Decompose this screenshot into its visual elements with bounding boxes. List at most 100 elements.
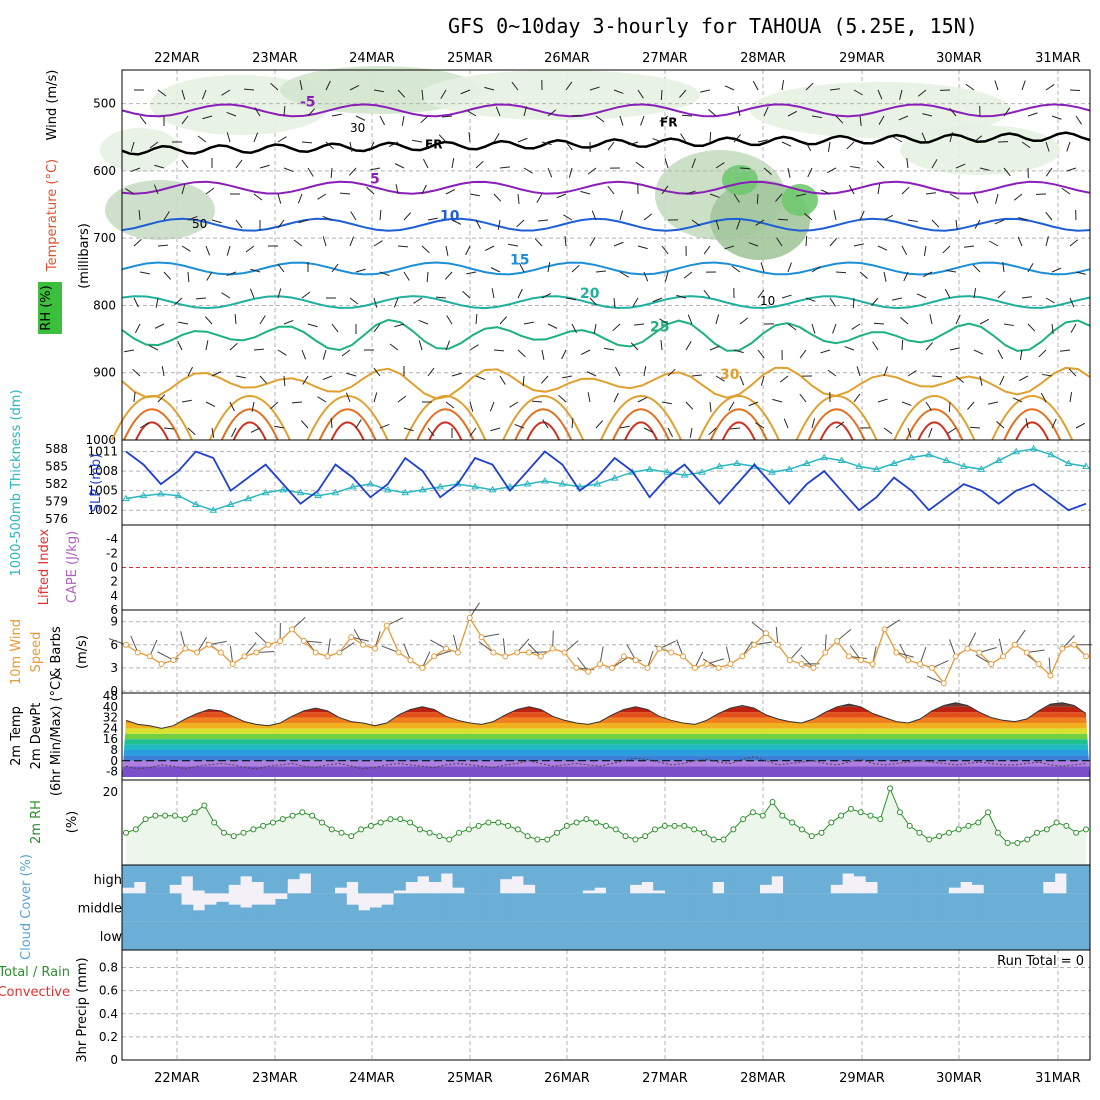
wind-barb (619, 115, 624, 126)
rh-point (358, 826, 365, 833)
cloud-high-bar (606, 865, 619, 894)
cloud-high-bar (759, 865, 772, 885)
wind-barb (928, 427, 933, 438)
wind-barb (827, 141, 831, 152)
rh-point (544, 836, 551, 843)
surface-temp-contour (330, 421, 365, 441)
wind-speed-point (703, 661, 710, 668)
wind-barb (388, 141, 399, 147)
cloud-high-bar (487, 865, 501, 894)
cloud-high-bar (122, 865, 135, 888)
wind-speed-point (573, 664, 580, 671)
panel-labels: Wind (m/s) Temperature (°C) RH (%) (milliba… (0, 70, 104, 1063)
rh-point (906, 822, 913, 829)
wind-speed-point (644, 664, 651, 671)
rh-point (985, 809, 992, 816)
wind-barb (322, 215, 333, 221)
rh-point (534, 836, 541, 843)
wind-barb (254, 631, 269, 646)
surface-temp-contour (1003, 408, 1062, 441)
cloud-high-bar (971, 865, 985, 885)
wind-barb (878, 115, 885, 125)
wind-barb (925, 401, 932, 411)
slp-tick-label: 1002 (87, 503, 118, 517)
wind-barb (997, 349, 1004, 360)
wind-barb (293, 239, 303, 247)
wind-speed-point (798, 661, 805, 668)
wind-barb (989, 240, 999, 247)
wind-tick-label: 9 (110, 615, 118, 629)
wind10m-speed-label: Speed (29, 632, 44, 673)
wind-speed-point (561, 649, 568, 656)
wind-barb (1045, 297, 1055, 304)
wind-barb (153, 184, 159, 195)
wind-barb (595, 115, 605, 123)
thickness-point (942, 456, 951, 464)
cloud-middle-bar (122, 893, 135, 922)
cloud-high-bar (747, 865, 760, 894)
wind-barb (728, 401, 735, 411)
wind-barb (229, 342, 238, 351)
wind-barb (326, 638, 331, 657)
thickness-point (523, 479, 532, 487)
thickness-point (488, 485, 497, 493)
cloud-high-bar (417, 865, 430, 877)
wind-barb (511, 81, 519, 91)
wind-barb (955, 314, 961, 325)
wind-barb (187, 215, 198, 221)
wind-barb (565, 297, 576, 301)
wind-barb (955, 375, 964, 383)
wind-barb (685, 341, 692, 351)
isotherm-label: 5 (370, 172, 380, 188)
wind-barb (922, 113, 933, 117)
rh-point (132, 826, 139, 833)
date-label-top: 29MAR (839, 51, 885, 66)
thickness-point (453, 479, 462, 487)
wind-barb (835, 421, 845, 429)
wind-tick-label: 6 (110, 638, 118, 652)
rh-contour-label: 50 (192, 217, 207, 231)
wind-barb (1069, 297, 1075, 308)
slp-line (125, 450, 1087, 512)
wind-barb (995, 193, 999, 204)
cloud-middle-bar (794, 893, 808, 922)
wind-barb (446, 315, 453, 325)
wind-barb (547, 323, 558, 329)
temp-band (122, 755, 1090, 761)
wind-speed-point (478, 634, 485, 641)
wind-barb (883, 366, 888, 377)
cloud-middle-bar (440, 893, 454, 922)
cloud-layer-label: low (100, 930, 123, 945)
wind-barb (133, 238, 142, 247)
rh-point (152, 812, 159, 819)
wind-barb (805, 82, 814, 91)
rh-point (289, 812, 296, 819)
wind-barb (426, 271, 429, 283)
wind-barb (917, 89, 927, 97)
wind-barb (799, 349, 807, 359)
wind-barb (538, 219, 549, 222)
wind-barb (901, 186, 910, 195)
wind-barb (277, 349, 287, 356)
wind-barb (848, 184, 855, 195)
wind-barb (317, 396, 327, 403)
wind-barb (541, 349, 545, 360)
cloud-middle-bar (842, 893, 855, 922)
wind-barb (163, 427, 174, 430)
wind-barb (871, 297, 879, 306)
wind-barb (1061, 635, 1075, 649)
cloud-high-bar (842, 865, 855, 874)
precip-panel: 0.8 0.6 0.4 0.2 0 Run Total = 0 (99, 949, 1091, 1067)
wind-barb (955, 219, 958, 230)
wind-barb (733, 193, 740, 203)
rh-point (387, 816, 394, 823)
wind-barb (709, 401, 712, 412)
cloud-high-bar (157, 865, 170, 894)
wind-barb (680, 133, 687, 143)
wind-barb (234, 313, 237, 325)
wind-barb (298, 219, 309, 224)
isotherm-line (121, 295, 1091, 310)
wind-barb (161, 366, 165, 377)
temp-band (122, 739, 1090, 745)
rh-point (1063, 822, 1070, 829)
